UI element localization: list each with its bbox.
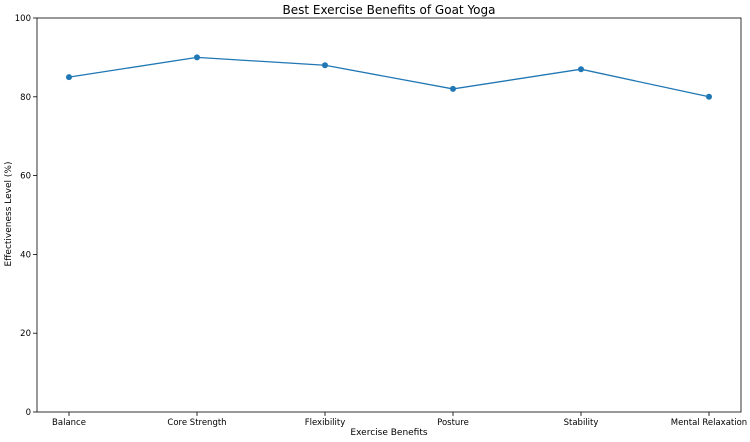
- chart-title: Best Exercise Benefits of Goat Yoga: [282, 3, 495, 17]
- y-tick-label: 80: [20, 93, 31, 103]
- x-tick-label: Flexibility: [305, 418, 346, 428]
- x-axis-ticks: Balance Core Strength Flexibility Posture St…: [52, 412, 747, 428]
- series-points: [66, 54, 712, 100]
- x-tick-label: Posture: [437, 418, 469, 428]
- data-point-flexibility: [322, 62, 328, 69]
- y-tick-label: 0: [26, 408, 31, 418]
- series-line: [68, 56, 710, 98]
- y-axis-ticks: 0 20 40 60 80 100: [15, 14, 37, 418]
- y-tick-label: 100: [15, 14, 31, 24]
- x-tick-label: Core Strength: [167, 418, 226, 428]
- x-tick-label: Balance: [52, 418, 86, 428]
- x-tick-label: Stability: [564, 418, 599, 428]
- data-point-mental-relaxation: [706, 93, 712, 100]
- y-tick-label: 20: [20, 329, 31, 339]
- plot-area-frame: [36, 17, 742, 413]
- data-point-posture: [450, 85, 456, 92]
- data-point-core-strength: [194, 54, 200, 61]
- y-tick-label: 60: [20, 172, 31, 182]
- y-axis-label: Effectiveness Level (%): [4, 162, 14, 267]
- data-point-stability: [578, 66, 584, 73]
- x-tick-label: Mental Relaxation: [671, 418, 747, 428]
- x-axis-label: Exercise Benefits: [350, 428, 427, 438]
- y-tick-label: 40: [20, 250, 31, 260]
- data-point-balance: [66, 74, 72, 81]
